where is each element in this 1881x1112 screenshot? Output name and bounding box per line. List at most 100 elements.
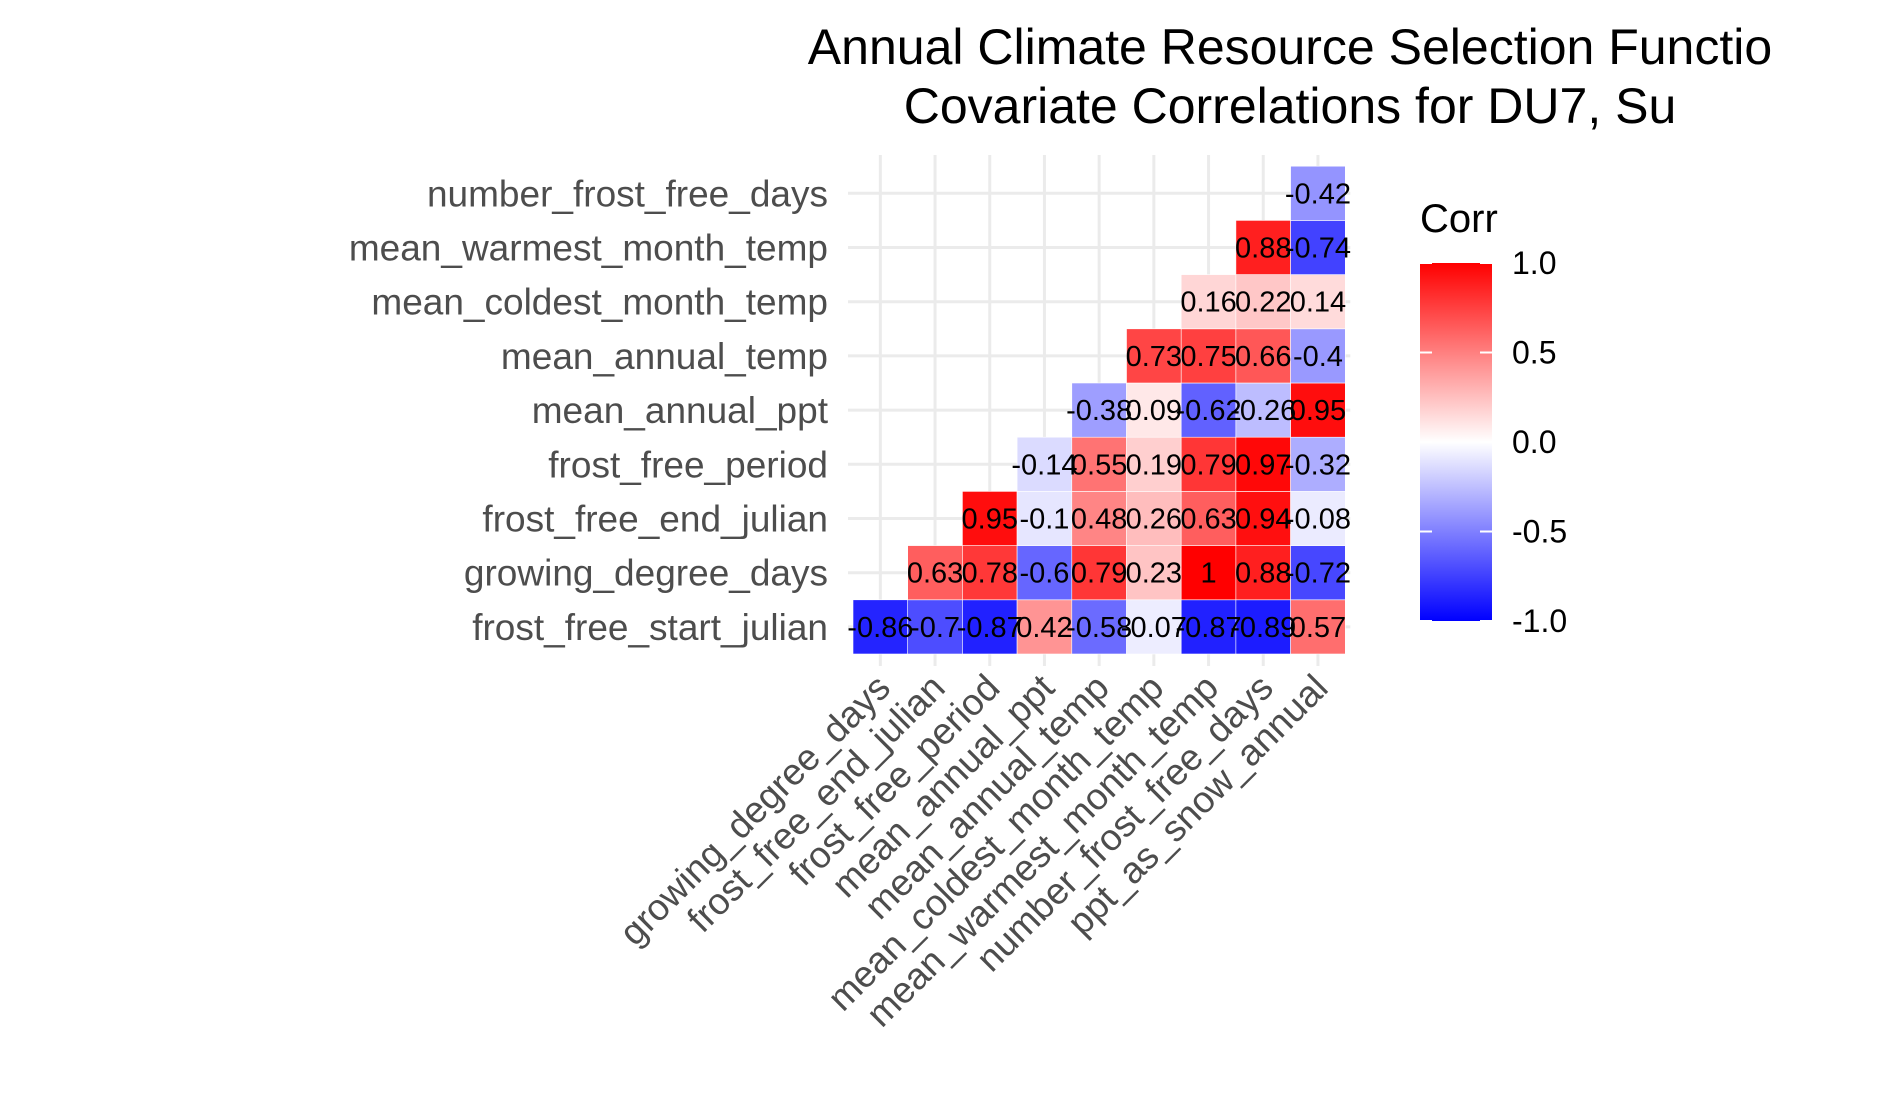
title-line-2: Covariate Correlations for DU7, Su [904, 78, 1677, 134]
y-tick-label: mean_warmest_month_temp [349, 228, 828, 269]
heatmap-cell [1016, 491, 1073, 546]
cell-value-label: 0.14 [1290, 287, 1346, 319]
cell-value-label: 1 [1200, 558, 1216, 590]
cell-value-label: 0.88 [1235, 558, 1291, 590]
cell-value-labels: -0.86-0.7-0.870.42-0.58-0.07-0.87-0.890.… [847, 178, 1351, 644]
cell-value-label: -0.58 [1066, 612, 1132, 644]
cell-value-label: 0.26 [1126, 504, 1182, 536]
heatmap-cell [962, 545, 1018, 601]
heatmap-cell [1290, 165, 1346, 221]
cell-value-label: -0.08 [1285, 504, 1351, 536]
title-line-1: Annual Climate Resource Selection Functi… [808, 19, 1772, 75]
legend-tick-label: 0.0 [1512, 424, 1556, 460]
heatmap-cell [852, 599, 909, 655]
cell-value-label: -0.14 [1011, 449, 1077, 481]
legend-tick-label: 1.0 [1512, 245, 1556, 281]
color-legend: Corr 1.0 0.5 0.0 -0.5 -1.0 [1420, 197, 1567, 639]
cell-value-label: 0.16 [1180, 287, 1236, 319]
heatmap-cells [852, 165, 1346, 655]
cell-value-label: -0.4 [1293, 341, 1343, 373]
heatmap-cell [1126, 545, 1182, 601]
heatmap-cell [1180, 491, 1237, 546]
heatmap-cell [1071, 491, 1127, 546]
cell-value-label: 0.63 [907, 558, 963, 590]
heatmap-cell [1290, 491, 1346, 546]
y-tick-label: mean_annual_temp [501, 336, 828, 377]
heatmap-cell [1016, 599, 1073, 655]
heatmap-cell [1235, 436, 1291, 492]
cell-value-label: 0.95 [1290, 395, 1346, 427]
y-tick-label: mean_coldest_month_temp [371, 282, 828, 323]
heatmap-cell [1235, 491, 1291, 546]
y-tick-label: growing_degree_days [464, 553, 828, 594]
cell-value-label: -0.87 [1175, 612, 1241, 644]
heatmap-cell [1126, 382, 1182, 438]
cell-value-label: 0.75 [1180, 341, 1236, 373]
cell-value-label: 0.88 [1235, 233, 1291, 265]
heatmap-cell [1180, 274, 1237, 330]
cell-value-label: 0.73 [1126, 341, 1182, 373]
cell-value-label: 0.19 [1126, 449, 1182, 481]
heatmap-cell [1180, 599, 1237, 655]
cell-value-label: -0.6 [1019, 558, 1069, 590]
heatmap-cell [1235, 599, 1291, 655]
cell-value-label: 0.55 [1071, 449, 1127, 481]
cell-value-label: 0.48 [1071, 504, 1127, 536]
heatmap-cell [1180, 545, 1237, 601]
cell-value-label: -0.72 [1285, 558, 1351, 590]
heatmap-cell [1180, 382, 1237, 438]
heatmap-cell [1071, 382, 1127, 438]
cell-value-label: -0.74 [1285, 233, 1351, 265]
legend-tick-label: -0.5 [1512, 514, 1567, 550]
cell-value-label: -0.89 [1230, 612, 1296, 644]
cell-value-label: 0.09 [1126, 395, 1182, 427]
cell-value-label: 0.79 [1071, 558, 1127, 590]
chart-title: Annual Climate Resource Selection Functi… [808, 19, 1772, 134]
heatmap-cell [1126, 491, 1182, 546]
legend-tick-label: 0.5 [1512, 335, 1556, 371]
cell-value-label: -0.86 [847, 612, 913, 644]
y-tick-label: frost_free_end_julian [482, 499, 828, 540]
heatmap-cell [1126, 599, 1182, 655]
heatmap-cell [1071, 436, 1127, 492]
y-tick-label: frost_free_start_julian [472, 607, 828, 648]
legend-tick-label: -1.0 [1512, 603, 1567, 639]
cell-value-label: -0.42 [1285, 178, 1351, 210]
y-axis-tick-labels: frost_free_start_julian growing_degree_da… [349, 173, 829, 648]
cell-value-label: 0.94 [1235, 504, 1291, 536]
cell-value-label: -0.62 [1175, 395, 1241, 427]
heatmap-cell [1016, 545, 1073, 601]
cell-value-label: 0.23 [1126, 558, 1182, 590]
cell-value-label: -0.32 [1285, 449, 1351, 481]
y-tick-label: frost_free_period [548, 444, 828, 485]
cell-value-label: 0.66 [1235, 341, 1291, 373]
heatmap-cell [1290, 545, 1346, 601]
heatmap-cell [1126, 328, 1182, 384]
cell-value-label: 0.78 [962, 558, 1018, 590]
heatmap-cell [1235, 220, 1291, 275]
heatmap-cell [962, 491, 1018, 546]
cell-value-label: 0.79 [1180, 449, 1236, 481]
cell-value-label: -0.38 [1066, 395, 1132, 427]
cell-value-label: -0.1 [1019, 504, 1069, 536]
heatmap-cell [1016, 436, 1073, 492]
cell-value-label: 0.57 [1290, 612, 1346, 644]
cell-value-label: -0.7 [910, 612, 960, 644]
cell-value-label: -0.07 [1121, 612, 1187, 644]
y-tick-label: number_frost_free_days [427, 173, 828, 214]
cell-value-label: -0.26 [1230, 395, 1296, 427]
heatmap-cell [907, 545, 963, 601]
cell-value-label: 0.63 [1180, 504, 1236, 536]
y-tick-label: mean_annual_ppt [532, 390, 829, 431]
cell-value-label: 0.42 [1016, 612, 1072, 644]
heatmap-cell [1126, 436, 1182, 492]
cell-value-label: 0.97 [1235, 449, 1291, 481]
legend-title: Corr [1420, 197, 1498, 241]
cell-value-label: 0.22 [1235, 287, 1291, 319]
x-axis-tick-labels: growing_degree_daysfrost_free_end_julian… [612, 666, 1336, 1034]
heatmap-cell [1290, 599, 1346, 655]
heatmap-cell [1235, 545, 1291, 601]
heatmap-cell [1290, 220, 1346, 275]
heatmap-cell [1071, 545, 1127, 601]
